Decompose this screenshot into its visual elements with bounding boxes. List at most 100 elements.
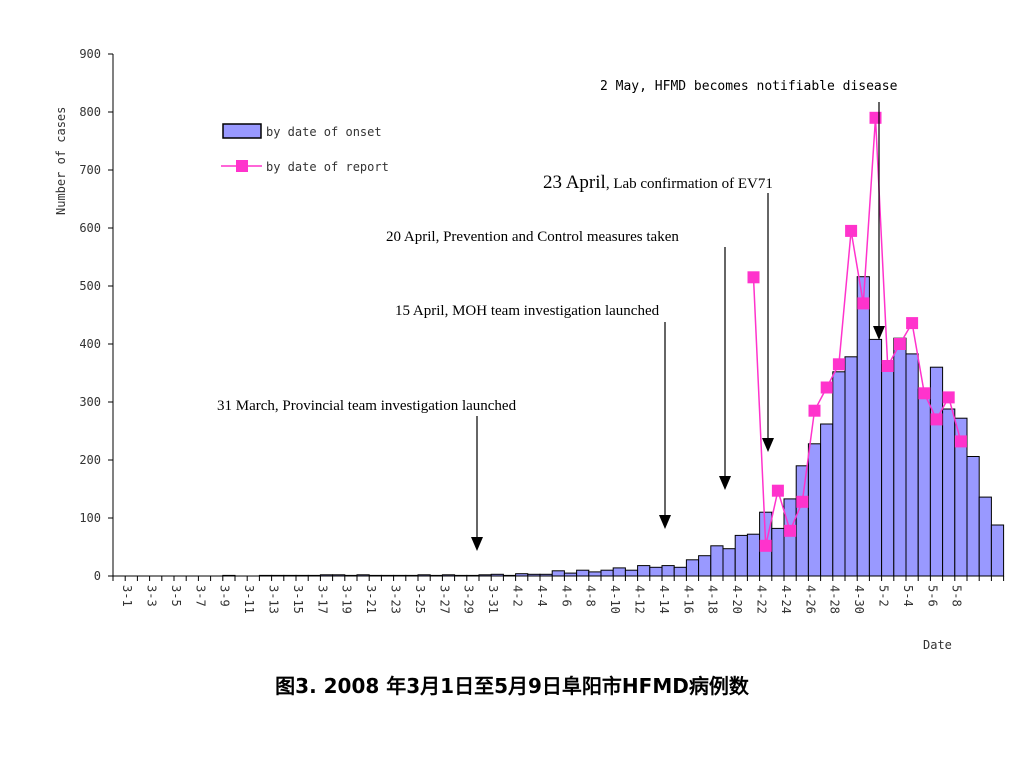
legend-report-marker [236, 160, 248, 172]
onset-bar [771, 527, 785, 577]
onset-bar [746, 533, 761, 577]
annotations: 2 May, HFMD becomes notifiable disease 2… [217, 79, 898, 551]
x-tick-label: 3-21 [364, 585, 378, 614]
report-point [942, 391, 955, 404]
onset-bar [856, 276, 870, 577]
arrow-apr-15-head [659, 515, 671, 529]
x-tick-label: 3-9 [218, 585, 232, 607]
figure-caption: 图3. 2008 年3月1日至5月9日阜阳市HFMD病例数 [275, 674, 749, 698]
report-point [893, 338, 906, 350]
x-tick-label: 4-26 [803, 585, 817, 614]
onset-bar [929, 366, 944, 577]
x-tick-label: 3-13 [267, 585, 281, 614]
x-tick-label: 4-30 [852, 585, 866, 614]
onset-bar [685, 559, 700, 577]
onset-bar [820, 423, 834, 577]
x-tick-label: 3-27 [437, 585, 451, 614]
x-axis-label: Date [923, 638, 952, 652]
x-tick-label: 4-6 [559, 585, 573, 607]
y-tick-label: 0 [94, 569, 101, 583]
annotation-apr-23: 23 April, Lab confirmation of EV71 [543, 172, 773, 193]
x-tick-label: 3-11 [242, 585, 256, 614]
arrow-apr-20-head [719, 476, 731, 490]
y-tick-label: 200 [79, 453, 101, 467]
onset-bar [783, 498, 797, 577]
x-tick-label: 4-8 [584, 585, 598, 607]
onset-bar [637, 565, 651, 577]
onset-bar [942, 408, 956, 577]
x-tick-label: 3-19 [340, 585, 354, 614]
x-tick-label: 4-18 [706, 585, 720, 614]
onset-bar [576, 569, 590, 577]
onset-bar [881, 363, 895, 577]
report-point [930, 413, 943, 426]
y-tick-label: 800 [79, 105, 101, 119]
annotation-apr-23-date: 23 April [543, 172, 606, 193]
x-tick-label: 3-3 [145, 585, 159, 607]
x-tick-label: 5-2 [877, 585, 891, 607]
annotation-apr-15: 15 April, MOH team investigation launche… [395, 303, 660, 319]
onset-bars [222, 276, 1005, 577]
report-point [784, 524, 797, 537]
onset-bar [624, 569, 639, 577]
legend-onset-swatch [222, 123, 262, 139]
y-tick-label: 900 [79, 47, 101, 61]
x-tick-label: 4-4 [535, 585, 549, 607]
x-tick-label: 4-2 [511, 585, 525, 607]
report-point [771, 484, 784, 497]
report-point [869, 111, 882, 124]
onset-bar [588, 571, 602, 577]
onset-bar [673, 566, 687, 577]
x-tick-label: 4-14 [657, 585, 671, 614]
report-series [747, 111, 967, 552]
legend: by date of onset by date of report [221, 123, 389, 174]
report-point [918, 387, 931, 400]
annotation-apr-20: 20 April, Prevention and Control measure… [386, 229, 679, 245]
onset-bar [990, 524, 1005, 577]
report-point [954, 435, 967, 448]
legend-onset-label: by date of onset [266, 125, 382, 139]
y-tick-label: 100 [79, 511, 101, 525]
onset-bar [978, 496, 992, 577]
x-tick-label: 5-4 [901, 585, 915, 607]
onset-bar [807, 443, 822, 577]
x-tick-label: 5-6 [925, 585, 939, 607]
report-point [906, 317, 919, 330]
onset-bar [917, 388, 931, 577]
arrow-apr-23-head [762, 438, 774, 452]
annotation-apr-23-text: , Lab confirmation of EV71 [606, 176, 773, 192]
arrow-may-2-head [873, 326, 885, 340]
annotation-mar-31: 31 March, Provincial team investigation … [217, 398, 517, 414]
y-tick-label: 300 [79, 395, 101, 409]
report-point [796, 495, 809, 508]
y-tick-label: 500 [79, 279, 101, 293]
onset-bar [612, 567, 626, 577]
report-point [845, 224, 858, 237]
x-tick-label: 4-20 [730, 585, 744, 614]
onset-bar [893, 337, 907, 577]
legend-report-label: by date of report [266, 160, 389, 174]
onset-bar [734, 534, 748, 577]
onset-bar [710, 545, 724, 577]
x-tick-label: 3-17 [315, 585, 329, 614]
x-tick-label: 3-5 [169, 585, 183, 607]
y-axis-label: Number of cases [54, 107, 68, 215]
report-point [808, 404, 821, 417]
onset-bar [661, 565, 675, 577]
x-tick-label: 3-15 [291, 585, 305, 614]
x-tick-label: 3-25 [413, 585, 427, 614]
annotation-may-2: 2 May, HFMD becomes notifiable disease [600, 79, 898, 94]
x-tick-label: 4-28 [828, 585, 842, 614]
onset-bar [722, 548, 736, 577]
onset-bar [649, 566, 663, 577]
x-tick-label: 4-10 [608, 585, 622, 614]
x-tick-label: 5-8 [950, 585, 964, 607]
onset-bar [600, 569, 614, 577]
arrow-mar-31-head [471, 537, 483, 551]
report-point [832, 358, 845, 371]
x-tick-label: 3-7 [193, 585, 207, 607]
onset-bar [795, 465, 809, 577]
x-tick-label: 3-1 [120, 585, 134, 607]
chart: 0 100 200 300 400 500 600 700 800 900 3-1 3-3 3-5 3-7… [54, 47, 1005, 652]
x-tick-label: 4-24 [779, 585, 793, 614]
